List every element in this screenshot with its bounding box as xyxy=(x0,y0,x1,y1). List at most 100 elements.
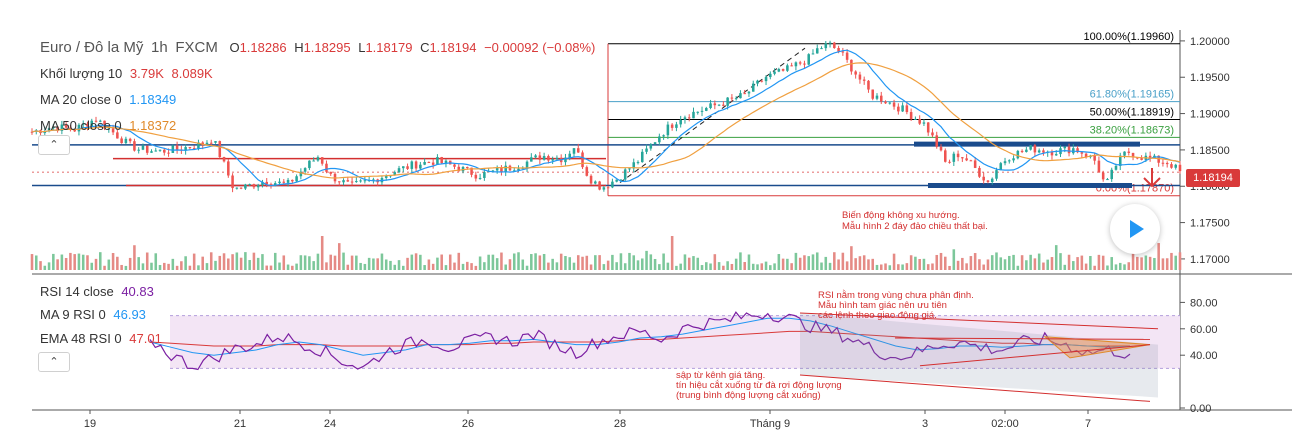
volume-bar xyxy=(1144,255,1148,270)
candle-body xyxy=(961,157,964,159)
collapse-legend-button[interactable]: ⌃ xyxy=(38,135,70,155)
volume-bar xyxy=(444,265,448,270)
ema48-rsi-legend[interactable]: EMA 48 RSI 0 47.01 xyxy=(40,331,166,346)
candle-body xyxy=(291,179,294,182)
candle-body xyxy=(594,181,597,184)
volume-bar xyxy=(329,254,333,270)
volume-bar xyxy=(756,264,759,270)
volume-bar xyxy=(495,258,499,270)
volume-bar xyxy=(256,257,260,270)
volume-legend[interactable]: Khối lượng 10 3.79K 8.089K xyxy=(40,66,217,81)
volume-bar xyxy=(858,256,862,270)
interval-label[interactable]: 1h xyxy=(151,39,168,56)
replay-button[interactable] xyxy=(1110,204,1160,254)
candle-body xyxy=(653,142,657,145)
volume-bar xyxy=(1080,255,1084,270)
volume-bar xyxy=(504,264,507,270)
candle-body xyxy=(1140,158,1143,160)
candle-body xyxy=(739,93,742,99)
price-tick-label: 1.19500 xyxy=(1190,72,1230,84)
candle-body xyxy=(811,53,815,55)
candle-body xyxy=(308,160,311,169)
volume-bar xyxy=(1029,254,1032,270)
volume-bar xyxy=(222,253,226,270)
volume-bar xyxy=(474,265,478,270)
volume-bar xyxy=(218,255,222,270)
candle-body xyxy=(572,148,576,154)
symbol-title[interactable]: Euro / Đô la Mỹ xyxy=(40,39,144,56)
candle-body xyxy=(56,126,59,131)
candle-body xyxy=(64,124,68,128)
play-icon xyxy=(1130,220,1144,238)
volume-bar xyxy=(107,259,111,270)
volume-bar xyxy=(128,257,132,270)
rsi-legend[interactable]: RSI 14 close 40.83 xyxy=(40,284,158,299)
candle-body xyxy=(777,69,781,72)
volume-bar xyxy=(773,263,776,270)
volume-bar xyxy=(820,262,823,270)
candle-body xyxy=(77,124,81,132)
candle-body xyxy=(1054,154,1058,156)
candle-body xyxy=(803,63,806,65)
candle-body xyxy=(252,184,256,188)
volume-bar xyxy=(611,254,614,270)
volume-bar xyxy=(167,263,170,270)
candle-body xyxy=(111,128,115,133)
fib-level-label: 50.00%(1.18919) xyxy=(1090,106,1174,118)
price-tick-label: 1.17000 xyxy=(1190,254,1230,266)
volume-bar xyxy=(171,258,175,270)
candle-body xyxy=(649,144,653,149)
collapse-rsi-legend-button[interactable]: ⌃ xyxy=(38,352,70,372)
volume-bar xyxy=(419,254,422,270)
rsi-band xyxy=(170,315,1180,369)
volume-bar xyxy=(995,252,998,270)
volume-bar xyxy=(760,263,764,270)
volume-bar xyxy=(589,264,593,270)
ma50-legend[interactable]: MA 50 close 0 1.18372 xyxy=(40,118,180,133)
volume-bar xyxy=(73,254,76,270)
ma20-legend[interactable]: MA 20 close 0 1.18349 xyxy=(40,92,180,107)
candle-body xyxy=(222,157,226,162)
volume-bar xyxy=(1076,257,1079,270)
candle-body xyxy=(99,120,102,122)
volume-bar xyxy=(261,254,264,270)
volume-bar xyxy=(918,259,921,270)
volume-bar xyxy=(487,254,490,270)
candle-body xyxy=(1157,155,1160,163)
candle-body xyxy=(670,124,674,128)
volume-bar xyxy=(342,252,345,270)
volume-bar xyxy=(521,259,525,270)
candle-body xyxy=(978,167,981,177)
volume-bar xyxy=(734,258,738,270)
volume-bar xyxy=(359,262,362,270)
candle-body xyxy=(175,145,179,150)
candle-body xyxy=(918,118,921,124)
candle-body xyxy=(397,168,401,173)
volume-bar xyxy=(888,265,892,270)
main-legend-row: Euro / Đô la Mỹ 1h FXCM O1.18286 H1.1829… xyxy=(40,39,599,56)
time-tick-label: Tháng 9 xyxy=(750,418,790,430)
ma9-rsi-legend[interactable]: MA 9 RSI 0 46.93 xyxy=(40,307,150,322)
candle-body xyxy=(103,120,106,129)
candle-body xyxy=(423,161,426,165)
volume-bar xyxy=(111,253,115,270)
volume-bar xyxy=(794,252,798,270)
volume-bar xyxy=(743,262,746,270)
candle-body xyxy=(261,181,264,186)
candle-body xyxy=(504,165,507,173)
volume-bar xyxy=(252,252,256,270)
volume-bar xyxy=(726,261,729,270)
candle-body xyxy=(384,175,388,178)
candle-body xyxy=(500,167,503,173)
volume-bar xyxy=(478,256,482,270)
volume-bar xyxy=(1123,264,1126,270)
rsi-tick-label: 80.00 xyxy=(1190,297,1218,309)
candle-body xyxy=(730,97,734,99)
candle-body xyxy=(495,167,499,171)
candle-body xyxy=(154,150,158,152)
rsi-triangle-top-line xyxy=(894,337,1151,340)
volume-bar xyxy=(739,252,742,270)
volume-bar xyxy=(376,258,379,270)
volume-bar xyxy=(312,261,315,270)
candle-body xyxy=(632,162,636,169)
